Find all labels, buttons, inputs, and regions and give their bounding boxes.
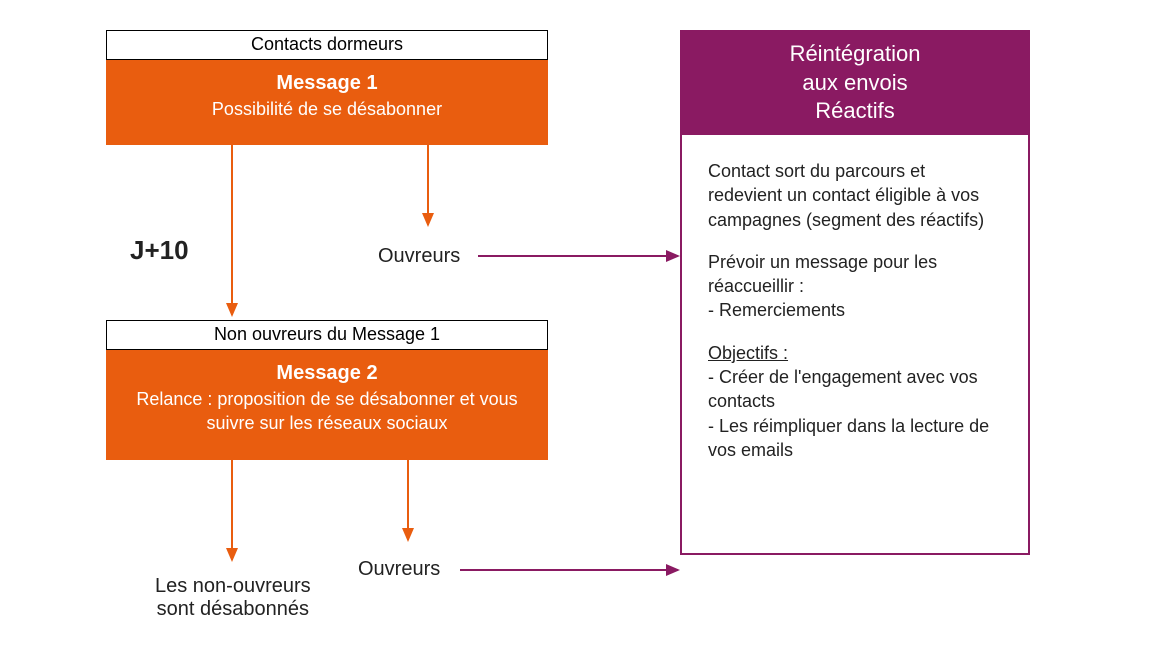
nonouvreurs-line1: Les non-ouvreurs [155, 575, 311, 597]
nonouvreurs-label: Les non-ouvreurs sont désabonnés [155, 575, 311, 621]
right-p1: Contact sort du parcours et redevient un… [708, 159, 1002, 232]
nonouvreurs-line2: sont désabonnés [157, 598, 309, 620]
box1-header: Contacts dormeurs [106, 30, 548, 60]
right-p2: Prévoir un message pour les réaccueillir… [708, 250, 1002, 323]
right-title-l2: aux envois [802, 70, 907, 95]
box2-body: Message 2 Relance : proposition de se dé… [106, 350, 548, 460]
right-body: Contact sort du parcours et redevient un… [680, 135, 1030, 555]
box1-body: Message 1 Possibilité de se désabonner [106, 60, 548, 145]
msg1-sub: Possibilité de se désabonner [120, 97, 534, 121]
ouvreurs2-label: Ouvreurs [358, 558, 440, 581]
right-title-l1: Réintégration [790, 41, 921, 66]
box2-header: Non ouvreurs du Message 1 [106, 320, 548, 350]
msg2-sub: Relance : proposition de se désabonner e… [120, 387, 534, 436]
right-title-l3: Réactifs [815, 98, 894, 123]
right-header: Réintégration aux envois Réactifs [680, 30, 1030, 135]
box2-header-text: Non ouvreurs du Message 1 [214, 324, 440, 344]
msg2-title: Message 2 [120, 360, 534, 387]
ouvreurs1-label: Ouvreurs [378, 245, 460, 268]
right-obj: Objectifs : - Créer de l'engagement avec… [708, 341, 1002, 462]
msg1-title: Message 1 [120, 70, 534, 97]
box1-header-text: Contacts dormeurs [251, 34, 403, 54]
jplus-label: J+10 [130, 235, 189, 266]
